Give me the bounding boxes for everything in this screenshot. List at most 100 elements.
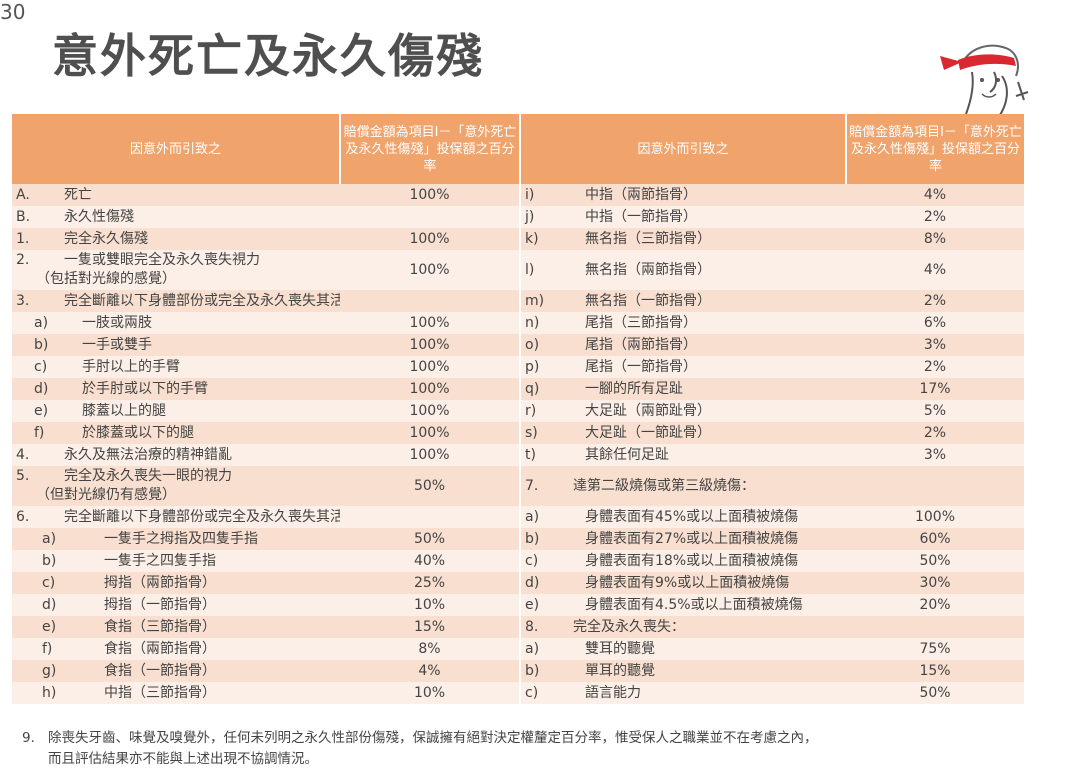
- left-marker: a): [42, 530, 57, 547]
- table-row: g) 食指（一節指骨） 4% b) 單耳的聽覺 15%: [12, 660, 1024, 682]
- table-row: c) 手肘以上的手臂 100% p) 尾指（一節指骨） 2%: [12, 356, 1024, 378]
- right-marker: o): [525, 336, 540, 353]
- right-percentage: 30%: [846, 572, 1024, 594]
- left-marker: c): [34, 358, 48, 375]
- left-text: 手肘以上的手臂: [82, 358, 180, 375]
- left-percentage: 8%: [340, 638, 520, 660]
- left-percentage: 15%: [340, 616, 520, 638]
- left-percentage: 100%: [340, 378, 520, 400]
- left-item: 3. 完全斷離以下身體部份或完全及永久喪失其活動能力：: [12, 290, 340, 312]
- table-row: 5. 完全及永久喪失一眼的視力 （但對光線仍有感覺） 50% 7. 達第二級燒傷或第三…: [12, 466, 1024, 506]
- right-marker: r): [525, 402, 537, 419]
- left-item: d) 拇指（一節指骨）: [12, 594, 340, 616]
- table-row: a) 一肢或兩肢 100% n) 尾指（三節指骨） 6%: [12, 312, 1024, 334]
- table-row: A. 死亡 100% i) 中指（兩節指骨） 4%: [12, 184, 1024, 206]
- right-percentage: 6%: [846, 312, 1024, 334]
- left-text: 食指（一節指骨）: [104, 662, 216, 679]
- table-row: e) 食指（三節指骨） 15% 8. 完全及永久喪失：: [12, 616, 1024, 638]
- left-text: 於手肘或以下的手臂: [82, 380, 208, 397]
- right-percentage: 75%: [846, 638, 1024, 660]
- right-text: 達第二級燒傷或第三級燒傷：: [573, 477, 755, 494]
- left-item: b) 一隻手之四隻手指: [12, 550, 340, 572]
- right-marker: j): [525, 208, 535, 225]
- left-item: d) 於手肘或以下的手臂: [12, 378, 340, 400]
- header-cause-right: 因意外而引致之: [519, 114, 846, 184]
- left-item: f) 於膝蓋或以下的腿: [12, 422, 340, 444]
- left-marker: 1.: [16, 230, 30, 247]
- left-item: b) 一手或雙手: [12, 334, 340, 356]
- table-row: e) 膝蓋以上的腿 100% r) 大足趾（兩節趾骨） 5%: [12, 400, 1024, 422]
- left-text: 膝蓋以上的腿: [82, 402, 166, 419]
- left-percentage: 100%: [340, 184, 520, 206]
- right-text: 尾指（三節指骨）: [585, 314, 697, 331]
- right-item: r) 大足趾（兩節趾骨）: [519, 400, 846, 422]
- right-marker: n): [525, 314, 540, 331]
- table-row: c) 拇指（兩節指骨） 25% d) 身體表面有9%或以上面積被燒傷 30%: [12, 572, 1024, 594]
- right-item: a) 身體表面有45%或以上面積被燒傷: [519, 506, 846, 528]
- right-marker: k): [525, 230, 539, 247]
- header-percentage-right: 賠償金額為項目I－「意外死亡及永久性傷殘」投保額之百分率: [845, 114, 1024, 184]
- left-item: c) 拇指（兩節指骨）: [12, 572, 340, 594]
- table-row: d) 於手肘或以下的手臂 100% q) 一腳的所有足趾 17%: [12, 378, 1024, 400]
- right-marker: b): [525, 662, 540, 679]
- left-subtext: （但對光線仍有感覺）: [36, 487, 176, 503]
- right-percentage: 17%: [846, 378, 1024, 400]
- table-row: d) 拇指（一節指骨） 10% e) 身體表面有4.5%或以上面積被燒傷 20%: [12, 594, 1024, 616]
- right-text: 身體表面有9%或以上面積被燒傷: [585, 574, 790, 591]
- left-percentage: 100%: [340, 228, 520, 250]
- right-percentage: 2%: [846, 290, 1024, 312]
- right-marker: p): [525, 358, 540, 375]
- left-text: 食指（兩節指骨）: [104, 640, 216, 657]
- right-item: c) 身體表面有18%或以上面積被燒傷: [519, 550, 846, 572]
- right-marker: c): [525, 552, 539, 569]
- left-text: 完全及永久喪失一眼的視力: [64, 468, 232, 484]
- left-text: 完全永久傷殘: [64, 230, 148, 247]
- right-text: 身體表面有18%或以上面積被燒傷: [585, 552, 799, 569]
- left-marker: 3.: [16, 292, 30, 309]
- right-marker: c): [525, 684, 539, 701]
- benefits-table: 因意外而引致之 賠償金額為項目I－「意外死亡及永久性傷殘」投保額之百分率 因意外…: [12, 114, 1024, 704]
- left-text: 中指（三節指骨）: [104, 684, 216, 701]
- left-marker: A.: [16, 186, 30, 203]
- right-percentage: 4%: [846, 184, 1024, 206]
- right-text: 一腳的所有足趾: [585, 380, 683, 397]
- left-text: 永久性傷殘: [64, 208, 134, 225]
- right-marker: 7.: [525, 477, 539, 494]
- right-percentage: 2%: [846, 356, 1024, 378]
- right-item: t) 其餘任何足趾: [519, 444, 846, 466]
- left-marker: 5.: [16, 468, 30, 484]
- left-text: 食指（三節指骨）: [104, 618, 216, 635]
- right-percentage: 60%: [846, 528, 1024, 550]
- left-marker: f): [42, 640, 53, 657]
- header-cause-left: 因意外而引致之: [12, 114, 340, 184]
- right-item: p) 尾指（一節指骨）: [519, 356, 846, 378]
- right-text: 無名指（兩節指骨）: [585, 261, 711, 278]
- right-text: 中指（兩節指骨）: [585, 186, 697, 203]
- right-text: 中指（一節指骨）: [585, 208, 697, 225]
- right-marker: l): [525, 261, 535, 278]
- right-percentage: 20%: [846, 594, 1024, 616]
- left-text: 一肢或兩肢: [82, 314, 152, 331]
- right-marker: s): [525, 424, 538, 441]
- right-percentage: 3%: [846, 444, 1024, 466]
- right-percentage: 100%: [846, 506, 1024, 528]
- left-item: e) 膝蓋以上的腿: [12, 400, 340, 422]
- left-item: 1. 完全永久傷殘: [12, 228, 340, 250]
- left-percentage: 100%: [340, 334, 520, 356]
- left-item: B. 永久性傷殘: [12, 206, 340, 228]
- left-marker: 6.: [16, 508, 30, 525]
- left-marker: g): [42, 662, 57, 679]
- left-text: 一隻或雙眼完全及永久喪失視力: [64, 252, 260, 268]
- right-percentage: 4%: [846, 250, 1024, 290]
- left-item: e) 食指（三節指骨）: [12, 616, 340, 638]
- right-item: e) 身體表面有4.5%或以上面積被燒傷: [519, 594, 846, 616]
- right-text: 大足趾（兩節趾骨）: [585, 402, 711, 419]
- right-marker: a): [525, 640, 540, 657]
- left-marker: e): [42, 618, 57, 635]
- right-item: s) 大足趾（一節趾骨）: [519, 422, 846, 444]
- right-percentage: 50%: [846, 682, 1024, 704]
- right-percentage: 5%: [846, 400, 1024, 422]
- left-marker: d): [42, 596, 57, 613]
- right-marker: q): [525, 380, 540, 397]
- page-number: 30: [0, 0, 26, 24]
